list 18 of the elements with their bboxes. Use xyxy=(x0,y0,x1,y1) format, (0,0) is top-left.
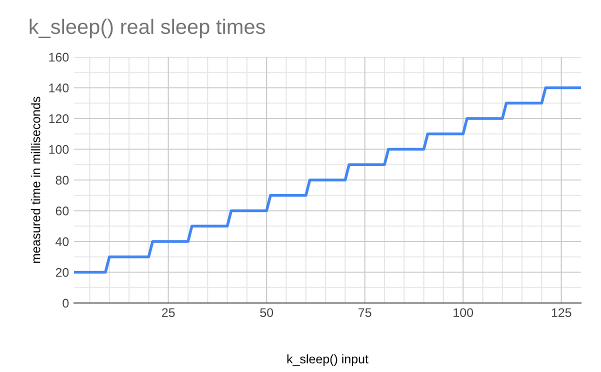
y-tick-label: 40 xyxy=(56,237,69,246)
y-tick-label: 20 xyxy=(56,268,69,277)
x-tick-label: 75 xyxy=(358,308,372,318)
x-axis-title: k_sleep() input xyxy=(287,354,368,366)
x-tick-label: 25 xyxy=(162,308,175,318)
line-series xyxy=(74,86,581,274)
y-tick-label: 100 xyxy=(49,145,69,154)
y-tick-label: 80 xyxy=(56,176,69,185)
y-axis-title: measured time in milliseconds xyxy=(31,96,40,263)
x-tick-label: 125 xyxy=(552,308,572,318)
y-tick-label: 140 xyxy=(49,84,69,92)
y-tick-label: 160 xyxy=(49,52,69,62)
y-tick-label: 60 xyxy=(56,206,69,216)
y-tick-label: 0 xyxy=(62,298,69,308)
chart-title: k_sleep() real sleep times xyxy=(30,18,265,38)
x-tick-label: 100 xyxy=(454,308,474,318)
y-tick-label: 120 xyxy=(49,114,69,124)
x-tick-label: 50 xyxy=(260,308,274,318)
